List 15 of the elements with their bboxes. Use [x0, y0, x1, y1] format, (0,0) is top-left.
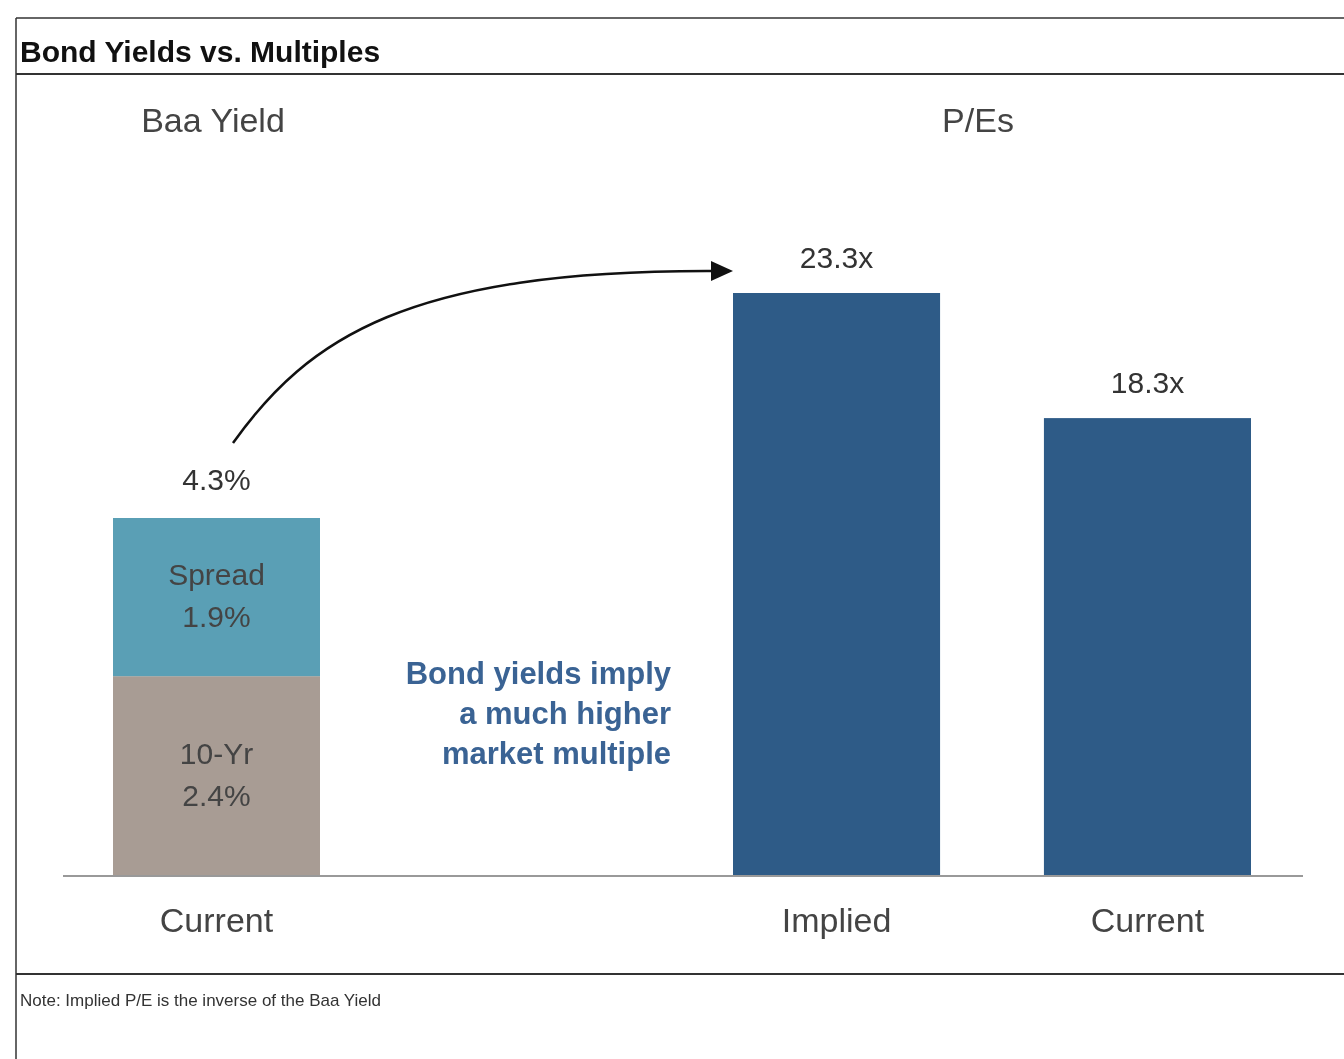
x-tick-label: Current [1090, 901, 1205, 939]
data-label: 23.3x [799, 241, 874, 274]
text: Bond yields imply a much higher market multiple [405, 656, 672, 771]
data-label: 1.9% [182, 600, 251, 634]
data-label: 2.4% [182, 779, 251, 813]
x-tick-label: Implied [781, 901, 892, 939]
data-label: 18.3x [1110, 366, 1185, 400]
chart-subtitle: P/Es [942, 101, 1014, 139]
text: Note: Implied P/E is the inverse of the Baa Yield [20, 991, 381, 1010]
x-tick-label: Current [159, 901, 274, 939]
chart-title: Bond Yields vs. Multiples [20, 35, 381, 68]
total-label: 4.3% [182, 463, 251, 496]
series-label: Spread [168, 558, 265, 592]
series-label: 10-Yr [179, 737, 254, 771]
chart-subtitle: Baa Yield [141, 101, 285, 139]
